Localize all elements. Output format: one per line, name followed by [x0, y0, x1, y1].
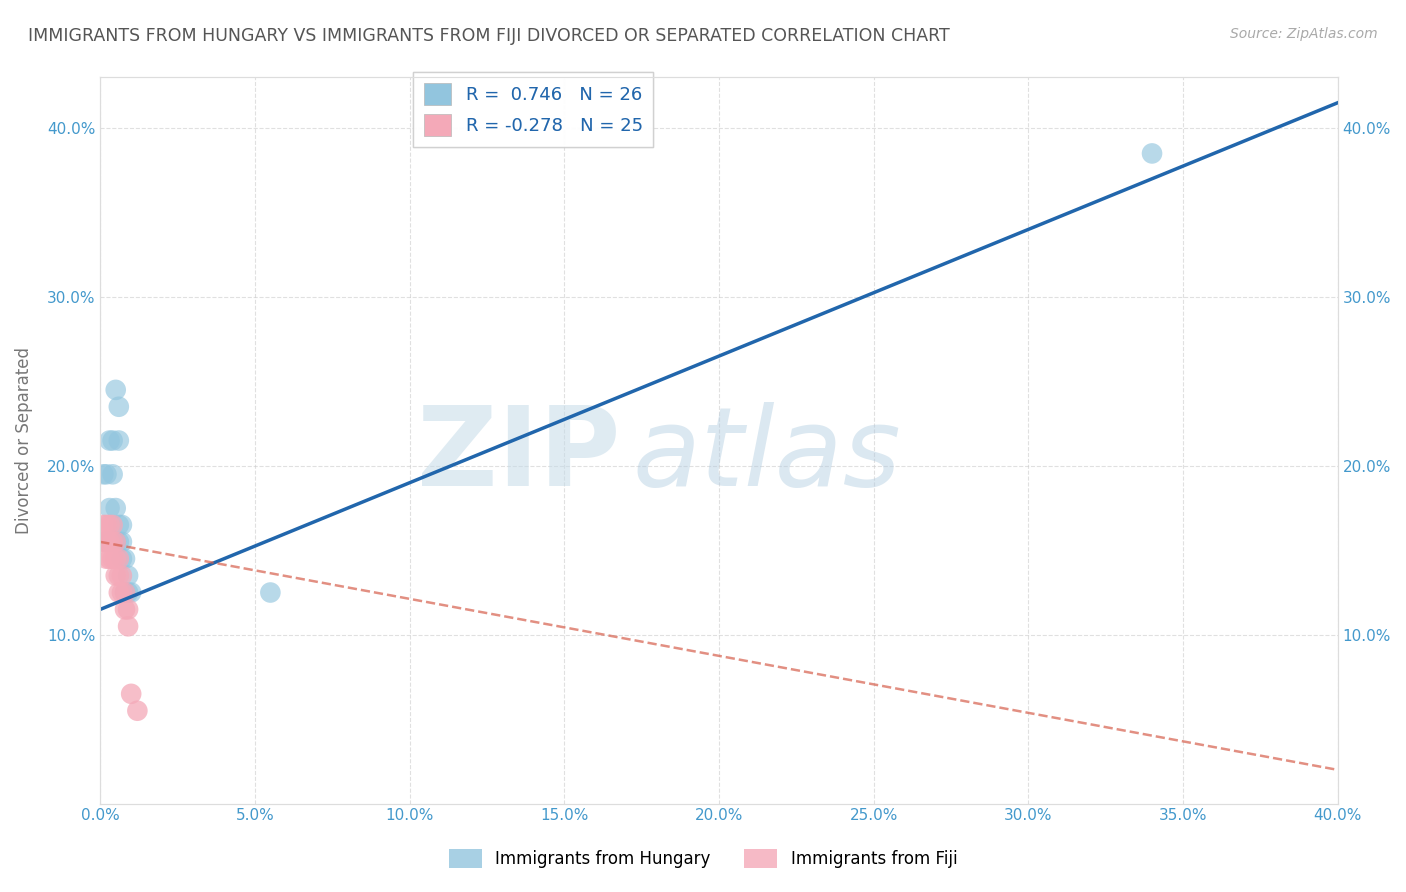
Point: [111, 551, 134, 566]
Point: [120, 585, 142, 599]
Point: [96, 534, 118, 549]
Point: [104, 501, 127, 516]
Point: [104, 568, 127, 582]
Point: [101, 534, 124, 549]
Point: [111, 585, 134, 599]
Point: [1140, 146, 1163, 161]
Y-axis label: Divorced or Separated: Divorced or Separated: [15, 347, 32, 534]
Point: [108, 400, 131, 414]
Point: [104, 534, 127, 549]
Point: [104, 551, 127, 566]
Point: [101, 518, 124, 533]
Text: ZIP: ZIP: [416, 401, 620, 508]
Legend: R =  0.746   N = 26, R = -0.278   N = 25: R = 0.746 N = 26, R = -0.278 N = 25: [413, 72, 654, 146]
Point: [98, 434, 121, 448]
Point: [114, 602, 136, 616]
Text: Source: ZipAtlas.com: Source: ZipAtlas.com: [1230, 27, 1378, 41]
Point: [114, 585, 136, 599]
Point: [93, 534, 115, 549]
Point: [111, 534, 134, 549]
Point: [98, 501, 121, 516]
Point: [108, 518, 131, 533]
Point: [111, 518, 134, 533]
Point: [104, 534, 127, 549]
Point: [96, 534, 118, 549]
Point: [108, 534, 131, 549]
Point: [101, 434, 124, 448]
Point: [120, 687, 142, 701]
Point: [98, 534, 121, 549]
Point: [101, 534, 124, 549]
Point: [117, 619, 139, 633]
Point: [117, 602, 139, 616]
Point: [101, 551, 124, 566]
Point: [259, 585, 281, 599]
Point: [114, 585, 136, 599]
Point: [111, 568, 134, 582]
Point: [108, 568, 131, 582]
Point: [96, 467, 118, 482]
Point: [93, 518, 115, 533]
Point: [108, 551, 131, 566]
Text: IMMIGRANTS FROM HUNGARY VS IMMIGRANTS FROM FIJI DIVORCED OR SEPARATED CORRELATIO: IMMIGRANTS FROM HUNGARY VS IMMIGRANTS FR…: [28, 27, 950, 45]
Point: [114, 551, 136, 566]
Text: atlas: atlas: [633, 401, 901, 508]
Legend: Immigrants from Hungary, Immigrants from Fiji: Immigrants from Hungary, Immigrants from…: [441, 842, 965, 875]
Point: [117, 585, 139, 599]
Point: [108, 434, 131, 448]
Point: [98, 518, 121, 533]
Point: [101, 467, 124, 482]
Point: [93, 467, 115, 482]
Point: [98, 534, 121, 549]
Point: [108, 585, 131, 599]
Point: [117, 568, 139, 582]
Point: [104, 383, 127, 397]
Point: [98, 551, 121, 566]
Point: [96, 551, 118, 566]
Point: [127, 704, 149, 718]
Point: [96, 518, 118, 533]
